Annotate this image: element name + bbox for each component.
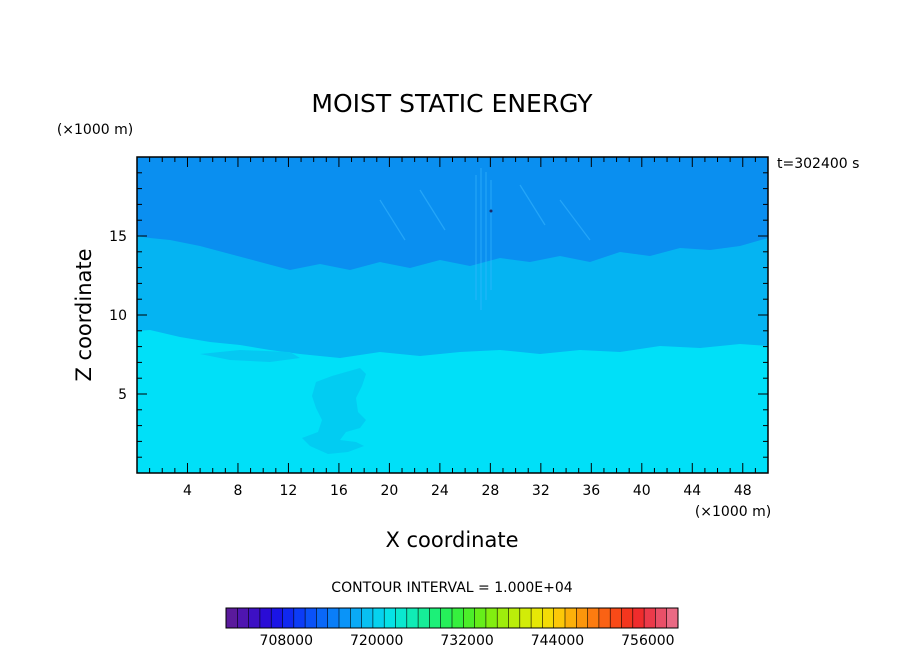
colorbar-swatch xyxy=(384,608,396,628)
colorbar-swatch xyxy=(632,608,645,628)
colorbar xyxy=(225,607,679,629)
colorbar-swatch xyxy=(474,608,487,628)
x-tick-label: 12 xyxy=(280,483,298,499)
colorbar-swatch xyxy=(259,608,272,628)
x-unit-label: (×1000 m) xyxy=(695,504,771,520)
x-tick-label: 48 xyxy=(734,483,752,499)
colorbar-swatch xyxy=(508,608,521,628)
x-tick-label: 32 xyxy=(532,483,550,499)
colorbar-swatch xyxy=(293,608,306,628)
colorbar-tick-label: 756000 xyxy=(621,633,674,649)
wave-texture xyxy=(379,168,591,310)
x-tick-label: 36 xyxy=(582,483,600,499)
colorbar-frame xyxy=(225,607,679,629)
x-axis-label: X coordinate xyxy=(385,528,518,552)
y-tick-label: 5 xyxy=(118,387,127,403)
contour-interval-label: CONTOUR INTERVAL = 1.000E+04 xyxy=(331,580,572,596)
colorbar-swatch xyxy=(621,608,634,628)
colorbar-tick-label: 732000 xyxy=(440,633,493,649)
x-tick-label: 44 xyxy=(683,483,701,499)
colorbar-swatch xyxy=(316,608,329,628)
x-axis-ticks: 4 8 12 16 20 24 28 32 36 40 44 48 xyxy=(149,157,756,499)
colorbar-swatch xyxy=(531,608,543,628)
colorbar-swatch xyxy=(237,608,250,628)
colorbar-labels: 708000 720000 732000 744000 756000 xyxy=(260,633,675,649)
colorbar-swatch xyxy=(361,608,374,628)
x-tick-label: 20 xyxy=(380,483,398,499)
colorbar-swatch xyxy=(395,608,408,628)
colorbar-swatch xyxy=(418,608,430,628)
colorbar-swatch xyxy=(655,608,668,628)
y-axis-ticks: 5 10 15 xyxy=(109,172,768,458)
colorbar-tick-label: 720000 xyxy=(350,633,403,649)
colorbar-swatch xyxy=(497,608,509,628)
colorbar-swatch xyxy=(271,608,283,628)
colorbar-swatch xyxy=(305,608,317,628)
colorbar-swatch xyxy=(440,608,453,628)
dark-speck xyxy=(489,209,493,213)
band-lower-tongue xyxy=(200,350,300,362)
colorbar-swatch xyxy=(587,608,600,628)
colorbar-swatch xyxy=(226,608,238,628)
y-tick-label: 15 xyxy=(109,229,127,245)
y-axis-label: Z coordinate xyxy=(72,248,96,381)
colorbar-swatch xyxy=(463,608,476,628)
time-label: t=302400 s xyxy=(777,156,859,172)
colorbar-swatch xyxy=(452,608,464,628)
colorbar-swatch xyxy=(610,608,622,628)
x-tick-label: 28 xyxy=(481,483,499,499)
colorbar-swatch xyxy=(485,608,498,628)
colorbar-swatch xyxy=(553,608,566,628)
y-tick-label: 10 xyxy=(109,308,127,324)
colorbar-swatch xyxy=(372,608,385,628)
colorbar-swatch xyxy=(644,608,656,628)
band-upper xyxy=(137,157,768,270)
band-blob xyxy=(302,368,366,454)
x-tick-label: 16 xyxy=(330,483,348,499)
colorbar-swatch xyxy=(666,608,679,628)
y-unit-label: (×1000 m) xyxy=(57,122,133,138)
colorbar-swatch xyxy=(598,608,611,628)
colorbar-swatch xyxy=(542,608,555,628)
colorbar-swatch xyxy=(339,608,351,628)
colorbar-swatch xyxy=(429,608,442,628)
colorbar-swatch xyxy=(350,608,363,628)
x-tick-label: 8 xyxy=(233,483,242,499)
x-tick-label: 4 xyxy=(183,483,192,499)
chart-title: MOIST STATIC ENERGY xyxy=(311,89,593,118)
colorbar-swatch xyxy=(406,608,419,628)
x-tick-label: 40 xyxy=(633,483,651,499)
colorbar-swatch xyxy=(576,608,589,628)
colorbar-tick-label: 708000 xyxy=(260,633,313,649)
colorbar-swatch xyxy=(248,608,261,628)
plot-area xyxy=(136,156,769,474)
x-tick-label: 24 xyxy=(431,483,449,499)
colorbar-swatch xyxy=(519,608,532,628)
colorbar-swatch xyxy=(282,608,295,628)
colorbar-tick-label: 744000 xyxy=(531,633,584,649)
colorbar-swatch xyxy=(565,608,577,628)
colorbar-swatch xyxy=(327,608,340,628)
